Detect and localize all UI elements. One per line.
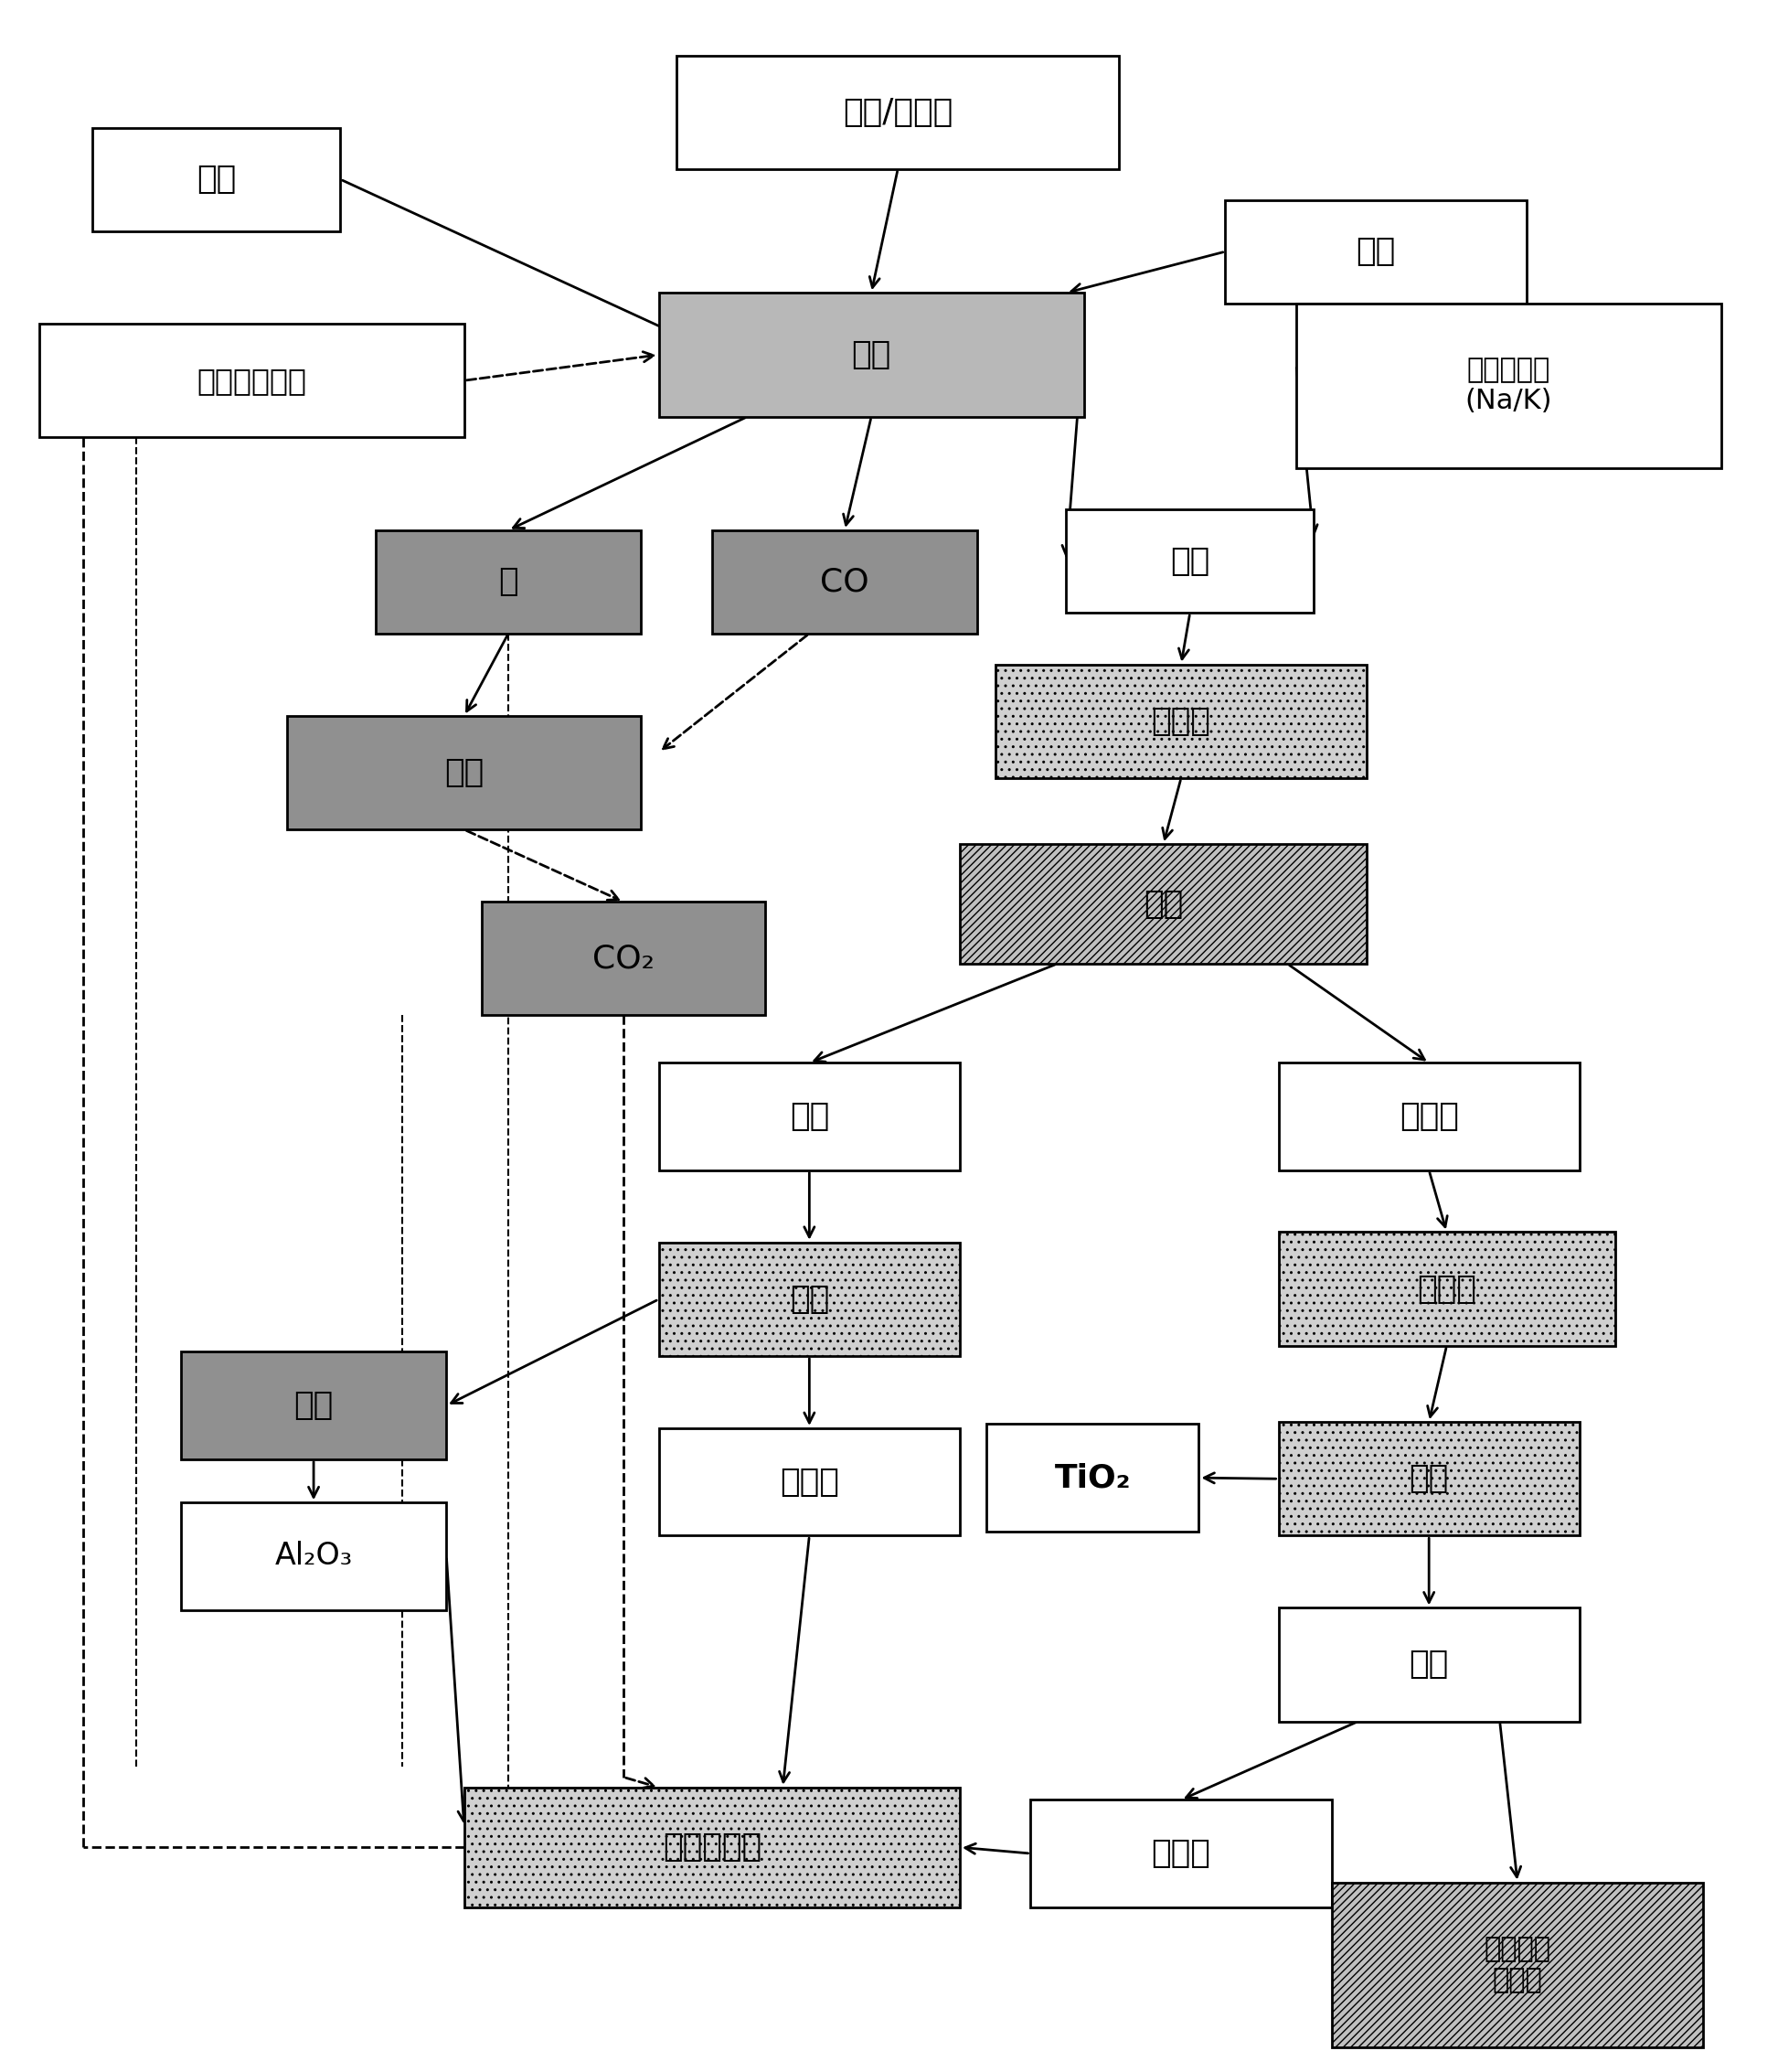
FancyBboxPatch shape xyxy=(1278,1063,1579,1171)
FancyBboxPatch shape xyxy=(660,1428,960,1535)
FancyBboxPatch shape xyxy=(996,665,1367,777)
Text: 滤出液: 滤出液 xyxy=(1152,1838,1211,1869)
Text: 红泥/铝土矿: 红泥/铝土矿 xyxy=(843,97,953,128)
FancyBboxPatch shape xyxy=(482,901,765,1015)
FancyBboxPatch shape xyxy=(660,292,1085,416)
FancyBboxPatch shape xyxy=(286,717,642,829)
Text: 残余物: 残余物 xyxy=(1399,1100,1458,1131)
Text: 过滤: 过滤 xyxy=(1143,889,1182,920)
FancyBboxPatch shape xyxy=(181,1502,446,1610)
Text: CO: CO xyxy=(820,566,869,597)
Text: 沉淠: 沉淠 xyxy=(789,1285,829,1316)
FancyBboxPatch shape xyxy=(677,56,1118,170)
FancyBboxPatch shape xyxy=(711,530,978,634)
FancyBboxPatch shape xyxy=(92,128,340,230)
Text: 溶液: 溶液 xyxy=(789,1100,829,1131)
FancyBboxPatch shape xyxy=(181,1351,446,1459)
Text: 碳酸盐沉淠: 碳酸盐沉淠 xyxy=(663,1832,761,1863)
Text: 钙: 钙 xyxy=(498,566,517,597)
FancyBboxPatch shape xyxy=(1067,510,1314,613)
FancyBboxPatch shape xyxy=(375,530,642,634)
Text: CO₂: CO₂ xyxy=(592,943,654,974)
Text: 铸铁: 铸铁 xyxy=(1357,236,1396,267)
FancyBboxPatch shape xyxy=(1278,1233,1614,1345)
FancyBboxPatch shape xyxy=(1278,1608,1579,1722)
FancyBboxPatch shape xyxy=(1278,1421,1579,1535)
Text: 焙烧: 焙烧 xyxy=(293,1390,334,1421)
Text: 过滤: 过滤 xyxy=(1410,1649,1449,1680)
Text: 酸浸取: 酸浸取 xyxy=(1417,1274,1476,1305)
FancyBboxPatch shape xyxy=(1225,199,1526,303)
Text: 碱金属碳酸盐: 碱金属碳酸盐 xyxy=(197,365,306,396)
FancyBboxPatch shape xyxy=(1031,1801,1332,1906)
Text: 沉淠: 沉淠 xyxy=(1410,1463,1449,1494)
Text: 滤出液: 滤出液 xyxy=(781,1467,839,1498)
Text: 燃烧: 燃烧 xyxy=(444,756,484,787)
FancyBboxPatch shape xyxy=(464,1788,960,1906)
FancyBboxPatch shape xyxy=(960,843,1367,963)
FancyBboxPatch shape xyxy=(39,323,464,437)
Text: 石灰: 石灰 xyxy=(197,164,236,195)
Text: Al₂O₃: Al₂O₃ xyxy=(274,1542,352,1571)
FancyBboxPatch shape xyxy=(1332,1881,1703,2047)
FancyBboxPatch shape xyxy=(660,1243,960,1355)
FancyBboxPatch shape xyxy=(987,1423,1198,1531)
Text: 还原: 还原 xyxy=(852,340,891,371)
Text: 水浸取: 水浸取 xyxy=(1152,707,1211,738)
Text: 无硫含硅
残余物: 无硫含硅 残余物 xyxy=(1485,1937,1550,1993)
FancyBboxPatch shape xyxy=(1296,303,1721,468)
Text: 过量碱添加
(Na/K): 过量碱添加 (Na/K) xyxy=(1465,356,1552,414)
FancyBboxPatch shape xyxy=(660,1063,960,1171)
Text: TiO₂: TiO₂ xyxy=(1054,1463,1131,1494)
Text: 矿渣: 矿渣 xyxy=(1170,545,1209,576)
